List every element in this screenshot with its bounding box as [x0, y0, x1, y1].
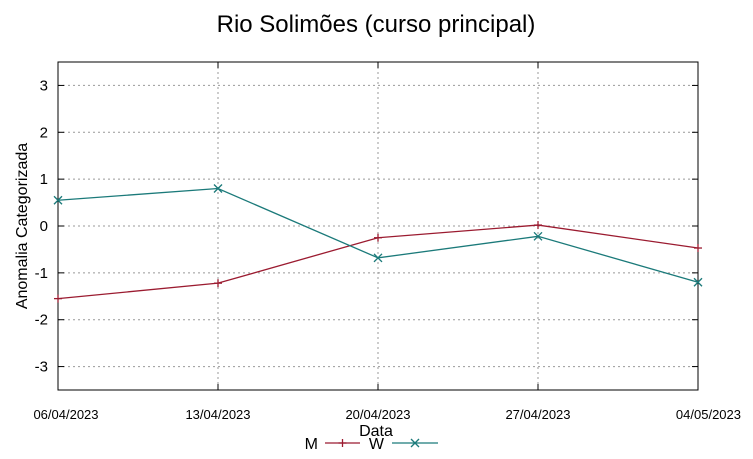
series-w [53, 184, 703, 287]
legend-w: W [369, 436, 438, 453]
legend-w-marker [410, 438, 420, 448]
y-tick-label: -3 [35, 359, 48, 376]
x-axis-label: Data [359, 423, 393, 440]
legend-m-label: M [305, 436, 318, 453]
x-axis: 06/04/2023 13/04/2023 20/04/2023 27/04/2023… [33, 62, 741, 422]
x-tick-label: 13/04/2023 [185, 407, 250, 422]
series-w-point [533, 231, 543, 241]
chart-title: Rio Solimões (curso principal) [217, 11, 536, 38]
series-m [54, 221, 702, 303]
y-tick-label: 2 [40, 124, 48, 141]
series [53, 184, 703, 303]
series-w-point [53, 195, 63, 205]
series-w-point [693, 277, 703, 287]
y-tick-label: 1 [40, 171, 48, 188]
y-tick-label: 0 [40, 218, 48, 235]
series-w-point [373, 253, 383, 263]
y-tick-label: -2 [35, 312, 48, 329]
y-axis: 3 2 1 0 -1 -2 -3 [35, 77, 698, 376]
y-axis-label: Anomalia Categorizada [14, 143, 31, 309]
legend-m: M [305, 436, 360, 453]
x-tick-label: 20/04/2023 [345, 407, 410, 422]
legend-w-label: W [369, 436, 385, 453]
x-tick-label: 04/05/2023 [676, 407, 741, 422]
grid [58, 62, 698, 390]
y-tick-label: 3 [40, 77, 48, 94]
series-w-point [213, 184, 223, 193]
x-tick-label: 06/04/2023 [33, 407, 98, 422]
y-tick-label: -1 [35, 265, 48, 282]
x-tick-label: 27/04/2023 [505, 407, 570, 422]
